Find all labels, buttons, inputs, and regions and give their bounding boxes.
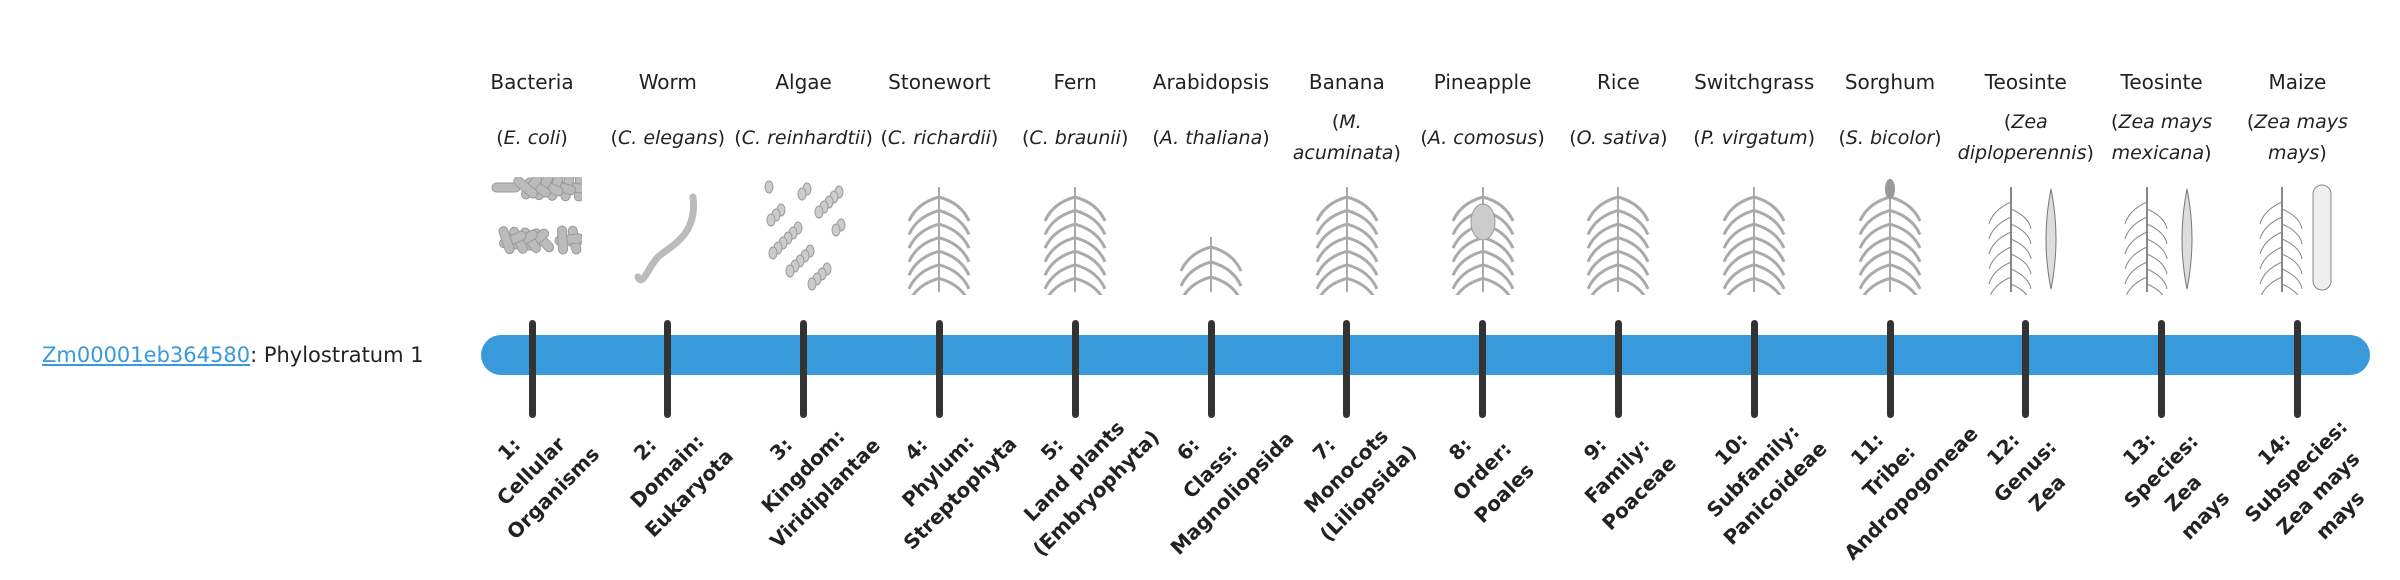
stratum-tick[interactable] [1614,320,1622,418]
organism-common-name: Arabidopsis [1152,70,1270,94]
organism-species: (C. reinhardtii) [734,126,873,149]
organism-species: (C. elegans) [610,126,726,149]
worm-icon [598,177,738,295]
stratum-tick[interactable] [1886,320,1894,418]
bacteria-rods-icon [462,172,602,295]
stratum-tick[interactable] [1071,320,1079,418]
organism-species: (C. richardii) [880,126,999,149]
stratum-tick[interactable] [2293,320,2301,418]
rice-icon [1548,177,1688,304]
species-name: Zea mays mexicana [2111,111,2213,164]
species-name: A. comosus [1427,126,1538,149]
species-name: A. thaliana [1159,126,1263,149]
stratum-tick[interactable] [528,320,536,418]
stratum-label-line: 4: [900,432,933,466]
species-name: O. sativa [1576,126,1661,149]
organism-species: (E. coli) [496,126,568,149]
organism-common-name: Banana [1308,70,1385,94]
stratum-label-line: 6: [1171,432,1205,466]
teosinte-icon [2092,177,2232,305]
species-name: C. elegans [617,126,718,149]
stratum-tick[interactable] [2022,320,2030,418]
organism-common-name: Algae [775,70,832,94]
stratum-tick[interactable] [664,320,672,418]
banana-tree-icon [1277,177,1417,304]
gene-link[interactable]: Zm00001eb364580 [42,343,251,367]
stratum-tick[interactable] [800,320,808,418]
organism-species: (Zea mays mays) [2246,111,2348,164]
stratum-tick[interactable] [1750,320,1758,418]
organism-common-name: Rice [1597,70,1640,94]
organism-species: (A. comosus) [1420,126,1545,149]
phylostratum-text: : Phylostratum 1 [250,343,424,367]
stratum-label-line: 3: [764,432,797,466]
stratum-tick[interactable] [1479,320,1487,418]
species-name: C. reinhardtii [741,126,866,149]
algae-cells-icon [734,177,874,295]
organism-common-name: Maize [2268,70,2327,94]
organism-common-name: Teosinte [1984,70,2067,94]
stratum-tick[interactable] [935,320,943,418]
stratum-label-line: 1: [492,432,526,466]
stratum-label-line: 7: [1307,432,1341,466]
maize-icon [2227,177,2367,305]
organism-species: (Zea mays mexicana) [2111,111,2213,164]
organism-common-name: Stonewort [888,70,991,94]
sorghum-icon [1820,177,1960,304]
stratum-label-line: 9: [1579,432,1612,466]
organism-common-name: Teosinte [2120,70,2203,94]
species-name: Zea mays mays [2254,111,2348,164]
organism-species: (A. thaliana) [1152,126,1270,149]
species-name: C. braunii [1029,126,1121,149]
organism-common-name: Pineapple [1433,70,1532,94]
switchgrass-icon [1684,177,1824,304]
organism-common-name: Worm [638,70,697,94]
species-name: S. bicolor [1845,126,1935,149]
organism-common-name: Bacteria [490,70,574,94]
species-name: P. virgatum [1700,126,1808,149]
species-name: Zea diploperennis [1957,111,2087,164]
stratum-label-line: 2: [628,432,662,466]
organism-common-name: Fern [1053,70,1097,94]
organism-species: (O. sativa) [1569,126,1668,149]
organism-species: (P. virgatum) [1693,126,1816,149]
stratum-tick[interactable] [2158,320,2166,418]
organism-species: (Zea diploperennis) [1957,111,2094,164]
timeline-bar [481,335,2370,375]
organism-common-name: Sorghum [1844,70,1936,94]
gene-label: Zm00001eb364580: Phylostratum 1 [42,340,424,370]
stonewort-icon [869,177,1009,304]
stratum-label-line: 5: [1035,432,1069,466]
fern-icon [1005,177,1145,304]
organism-species: (M. acuminata) [1292,111,1401,164]
species-name: E. coli [503,126,561,149]
organism-species: (S. bicolor) [1838,126,1942,149]
species-name: M. acuminata [1292,111,1394,164]
teosinte-icon [1956,177,2096,305]
pineapple-icon [1413,177,1553,304]
organism-species: (C. braunii) [1022,126,1129,149]
stratum-label-line: 8: [1443,432,1476,466]
organism-common-name: Switchgrass [1694,70,1815,94]
stratum-tick[interactable] [1207,320,1215,418]
stratum-tick[interactable] [1343,320,1351,418]
species-name: C. richardii [887,126,991,149]
arabidopsis-icon [1141,177,1281,302]
